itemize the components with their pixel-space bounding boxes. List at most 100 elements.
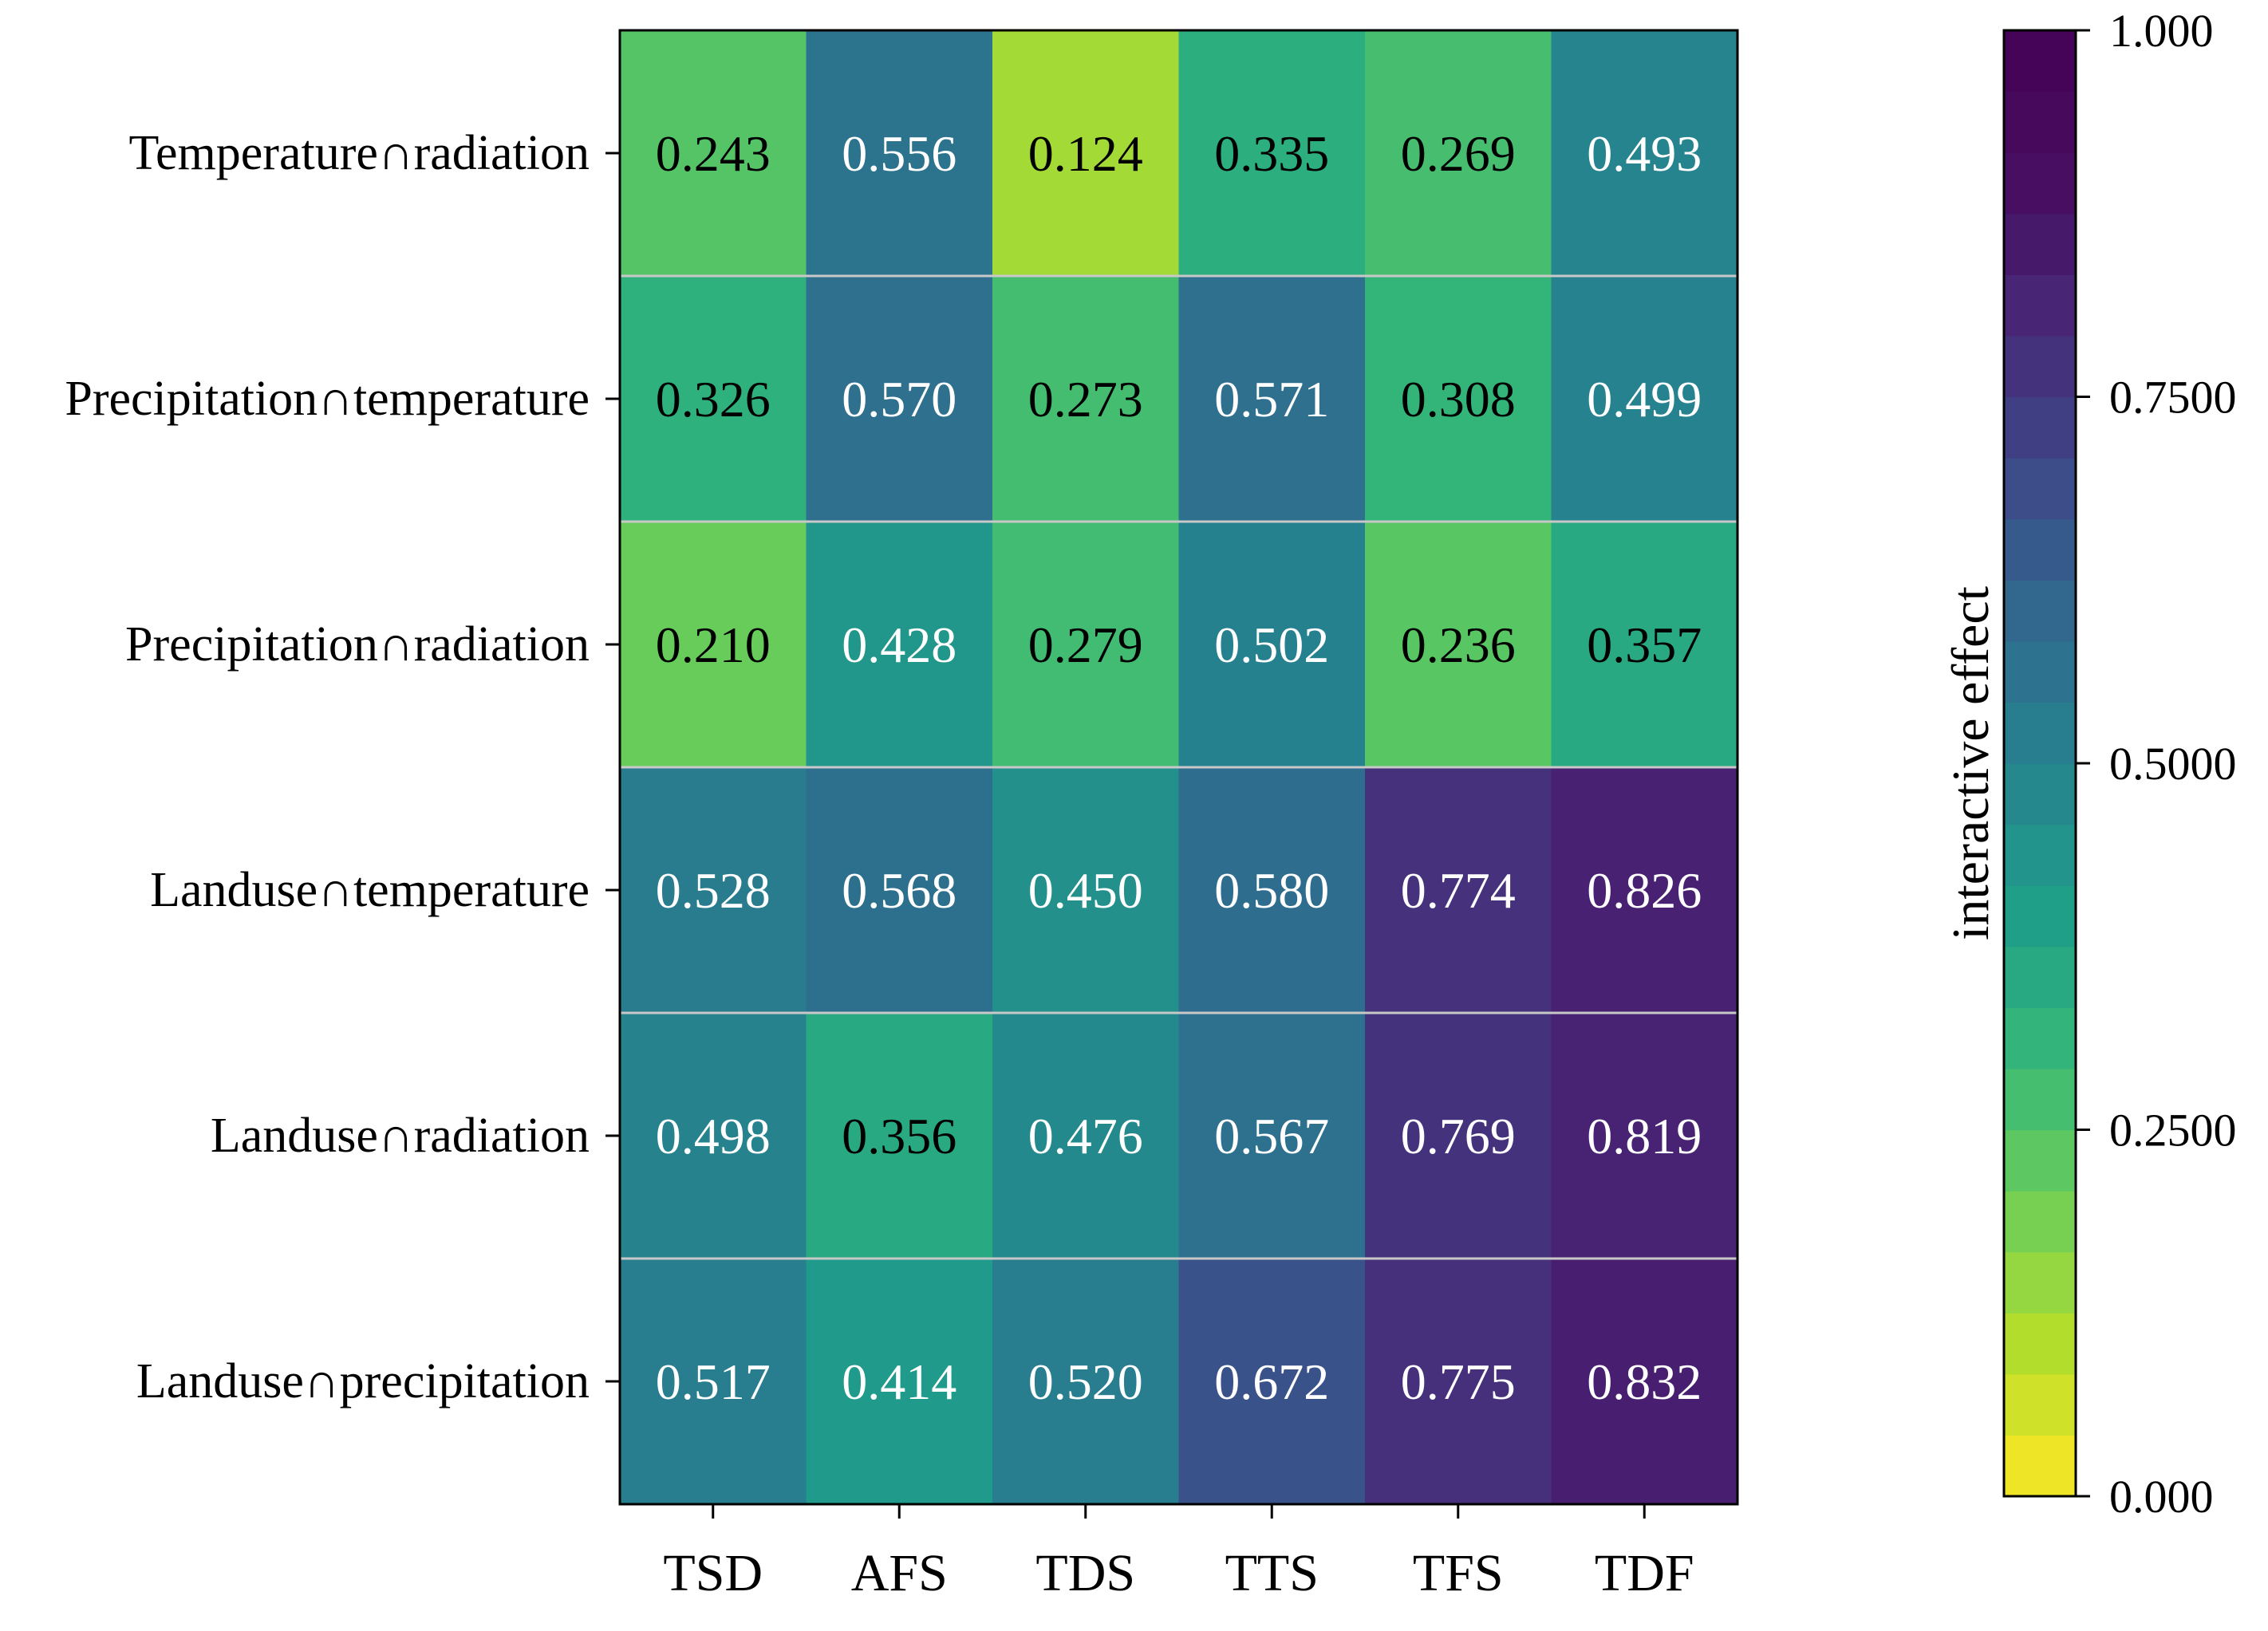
cell-value-label: 0.568 — [842, 862, 957, 919]
colorbar-segment — [2004, 1068, 2076, 1131]
colorbar-segment — [2004, 458, 2076, 520]
heatmap-cell — [1551, 522, 1738, 768]
heatmap-cell — [806, 767, 993, 1014]
heatmap-cell — [1178, 276, 1366, 522]
colorbar-segment — [2004, 1251, 2076, 1314]
colorbar-segment — [2004, 335, 2076, 398]
heatmap-cell — [806, 522, 993, 768]
heatmap-cell — [1365, 30, 1552, 277]
cell-value-label: 0.528 — [656, 862, 771, 919]
plot-border — [618, 29, 1739, 1506]
heatmap-cell — [806, 276, 993, 522]
heatmap-cell — [1551, 30, 1738, 277]
heatmap-cell — [806, 1259, 993, 1505]
heatmap-cell — [1178, 1013, 1366, 1259]
cell-value-label: 0.279 — [1028, 617, 1143, 673]
cell-value-label: 0.326 — [656, 371, 771, 427]
colorbar-segment — [2004, 640, 2076, 703]
cell-value-label: 0.335 — [1214, 125, 1329, 182]
colorbar-segment — [2004, 518, 2076, 581]
heatmap-cell — [1178, 522, 1366, 768]
x-tick-label: AFS — [851, 1544, 948, 1602]
heatmap-cell — [1178, 30, 1366, 277]
heatmap-cell — [1178, 1259, 1366, 1505]
cell-value-label: 0.356 — [842, 1108, 957, 1164]
heatmap-cell — [992, 767, 1180, 1014]
cell-value-label: 0.517 — [656, 1353, 771, 1410]
cell-value-label: 0.269 — [1401, 125, 1516, 182]
colorbar-segment — [2004, 274, 2076, 337]
heatmap-cell — [1365, 767, 1552, 1014]
heatmap-cell — [1551, 1013, 1738, 1259]
colorbar-segment — [2004, 1313, 2076, 1375]
cell-value-label: 0.580 — [1214, 862, 1329, 919]
colorbar-segment — [2004, 91, 2076, 153]
cell-value-label: 0.775 — [1401, 1353, 1516, 1410]
heatmap-cell — [620, 522, 807, 768]
colorbar-tick-label: 0.2500 — [2109, 1105, 2237, 1156]
heatmap-cell — [1551, 276, 1738, 522]
cell-value-label: 0.672 — [1214, 1353, 1329, 1410]
colorbar-segment — [2004, 580, 2076, 642]
cell-value-label: 0.493 — [1587, 125, 1702, 182]
heatmap-cell — [1365, 1259, 1552, 1505]
cell-value-label: 0.498 — [656, 1108, 771, 1164]
colorbar-tick-label: 0.5000 — [2109, 738, 2237, 790]
colorbar-segment — [2004, 213, 2076, 275]
x-tick-label: TDF — [1595, 1544, 1694, 1602]
heatmap-cell — [1365, 1013, 1552, 1259]
cell-value-label: 0.502 — [1214, 617, 1329, 673]
cell-value-label: 0.826 — [1587, 862, 1702, 919]
x-tick-label: TDS — [1035, 1544, 1135, 1602]
y-tick-label: Landuse∩precipitation — [136, 1354, 590, 1408]
colorbar-segment — [2004, 1129, 2076, 1192]
cell-value-label: 0.819 — [1587, 1108, 1702, 1164]
heatmap-cell — [992, 1013, 1180, 1259]
cell-value-label: 0.556 — [842, 125, 957, 182]
heatmap-cell — [620, 276, 807, 522]
colorbar-tick-label: 0.000 — [2109, 1471, 2214, 1523]
heatmap-cell — [1178, 767, 1366, 1014]
cell-value-label: 0.428 — [842, 617, 957, 673]
x-tick-label: TTS — [1225, 1544, 1319, 1602]
cell-value-label: 0.570 — [842, 371, 957, 427]
cell-value-label: 0.236 — [1401, 617, 1516, 673]
heatmap-cell — [620, 30, 807, 277]
cell-value-label: 0.450 — [1028, 862, 1143, 919]
cell-value-label: 0.520 — [1028, 1353, 1143, 1410]
colorbar-segment — [2004, 396, 2076, 459]
colorbar-segment — [2004, 824, 2076, 886]
colorbar-segment — [2004, 152, 2076, 215]
heatmap-cell — [992, 30, 1180, 277]
cell-value-label: 0.832 — [1587, 1353, 1702, 1410]
colorbar-title: interactive effect — [1942, 586, 2000, 940]
heatmap-cell — [992, 1259, 1180, 1505]
cell-value-label: 0.499 — [1587, 371, 1702, 427]
cell-value-label: 0.476 — [1028, 1108, 1143, 1164]
colorbar-segment — [2004, 702, 2076, 764]
heatmap-cell — [1365, 276, 1552, 522]
cell-value-label: 0.357 — [1587, 617, 1702, 673]
y-tick-label: Landuse∩radiation — [211, 1109, 590, 1163]
heatmap-cell — [620, 1259, 807, 1505]
cell-value-label: 0.567 — [1214, 1108, 1329, 1164]
colorbar-segment — [2004, 763, 2076, 825]
x-tick-label: TSD — [663, 1544, 763, 1602]
heatmap-cell — [1551, 1259, 1738, 1505]
heatmap-cell — [992, 276, 1180, 522]
heatmap-cell — [1365, 522, 1552, 768]
colorbar-segment — [2004, 1435, 2076, 1497]
y-tick-label: Temperature∩radiation — [129, 126, 590, 180]
cell-value-label: 0.414 — [842, 1353, 957, 1410]
heatmap-cell — [806, 30, 993, 277]
colorbar-tick-label: 1.000 — [2109, 5, 2214, 57]
colorbar-segment — [2004, 1191, 2076, 1253]
cell-value-label: 0.243 — [656, 125, 771, 182]
cell-value-label: 0.308 — [1401, 371, 1516, 427]
cell-value-label: 0.769 — [1401, 1108, 1516, 1164]
cell-value-label: 0.273 — [1028, 371, 1143, 427]
heatmap-cell — [620, 767, 807, 1014]
colorbar-tick-label: 0.7500 — [2109, 372, 2237, 424]
colorbar-segment — [2004, 1007, 2076, 1070]
cell-value-label: 0.210 — [656, 617, 771, 673]
